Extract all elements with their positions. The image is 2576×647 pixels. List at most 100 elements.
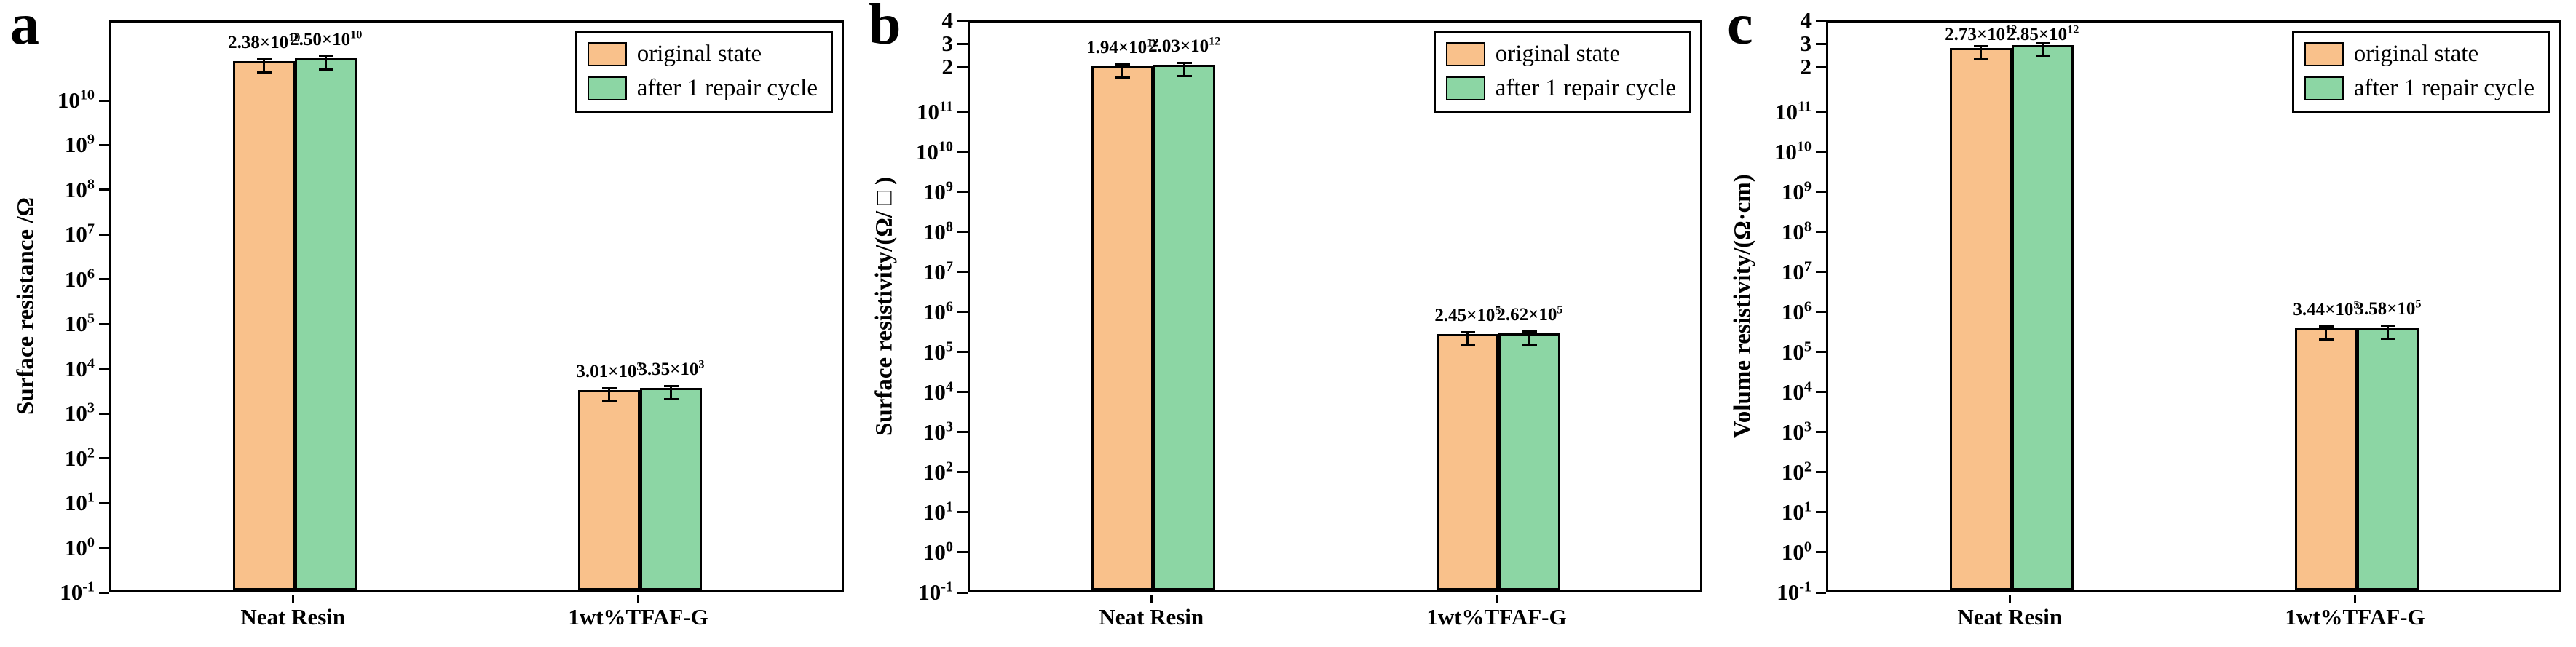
error-bar-cap (1115, 76, 1130, 79)
y-tick-mark (1816, 551, 1826, 554)
error-bar-cap (1973, 44, 1988, 47)
legend-item: original state (587, 41, 818, 68)
y-tick-mark (1816, 511, 1826, 514)
y-tick-mark (957, 431, 968, 434)
y-tick-label: 103 (1781, 418, 1812, 445)
y-tick-mark (957, 66, 968, 68)
y-tick-label: 105 (64, 310, 95, 337)
legend-swatch (1445, 42, 1485, 66)
y-tick-label: 1010 (57, 87, 95, 114)
error-bar-line (1980, 44, 1983, 60)
error-bar-line (263, 58, 266, 74)
y-tick-label: 105 (922, 338, 953, 365)
bar-original (1950, 47, 2012, 590)
error-bar-cap (1973, 57, 1988, 60)
y-tick-label: 1011 (1774, 98, 1812, 124)
y-tick-label: 100 (1781, 539, 1812, 565)
y-tick-label: 4 (1800, 7, 1812, 33)
legend-item: original state (1445, 41, 1676, 68)
y-tick-label: 104 (922, 378, 953, 405)
legend-swatch (2304, 76, 2344, 100)
y-tick-label: 109 (922, 178, 953, 205)
error-bar-cap (256, 58, 272, 61)
y-tick-label: 3 (1800, 31, 1812, 57)
panel-label-a: a (10, 0, 39, 57)
bar-value-label: 3.35×103 (638, 357, 705, 379)
error-bar-line (1528, 330, 1531, 345)
y-tick-label: 10-1 (60, 579, 95, 605)
x-category-label: 1wt%TFAF-G (2285, 604, 2425, 630)
y-tick-label: 102 (922, 459, 953, 485)
error-bar-cap (2035, 55, 2050, 58)
x-category-label: 1wt%TFAF-G (568, 604, 708, 630)
legend-swatch (2304, 42, 2344, 66)
y-tick-label: 3 (941, 31, 954, 57)
x-tick-mark (1150, 595, 1153, 603)
y-tick-mark (957, 271, 968, 274)
y-tick-label: 103 (64, 400, 95, 426)
legend-item: original state (2304, 41, 2534, 68)
y-tick-label: 107 (1781, 258, 1812, 285)
bar-repaired (1153, 64, 1216, 590)
y-tick-mark (1816, 351, 1826, 354)
chart-b: b Surface resistivity/(Ω/□) 1.94×1012 2.0… (858, 0, 1717, 647)
y-tick-label: 101 (64, 489, 95, 516)
y-tick-label: 1010 (915, 138, 953, 164)
legend-box: original state after 1 repair cycle (1433, 31, 1691, 113)
y-tick-mark (99, 457, 109, 460)
y-tick-mark (957, 111, 968, 114)
y-tick-label: 105 (1781, 338, 1812, 365)
error-bar-cap (1460, 331, 1475, 334)
x-tick-mark (1495, 595, 1498, 603)
error-bar-line (670, 384, 673, 400)
error-bar-line (2042, 42, 2044, 57)
error-bar-cap (1522, 330, 1537, 333)
legend-swatch (587, 42, 627, 66)
y-tick-label: 106 (922, 298, 953, 325)
bar-original (1437, 334, 1499, 590)
y-tick-mark (99, 501, 109, 504)
y-tick-mark (957, 351, 968, 354)
y-tick-mark (1816, 311, 1826, 314)
bar-original (2295, 328, 2358, 590)
error-bar-cap (663, 384, 679, 387)
y-tick-label: 106 (1781, 298, 1812, 325)
y-tick-label: 109 (1781, 178, 1812, 205)
legend-item-label: after 1 repair cycle (636, 75, 818, 101)
y-tick-label: 101 (922, 499, 953, 525)
bar-value-label: 2.73×1012 (1945, 23, 2018, 44)
legend-item-label: original state (1495, 41, 1621, 67)
legend-item: after 1 repair cycle (1445, 75, 1676, 102)
error-bar-line (325, 55, 328, 71)
y-tick-mark (957, 42, 968, 45)
legend-item-label: after 1 repair cycle (1495, 75, 1676, 101)
error-bar-cap (1177, 74, 1192, 77)
y-tick-label: 108 (1781, 218, 1812, 245)
legend-item-label: original state (636, 41, 762, 67)
error-bar-cap (1177, 61, 1192, 64)
y-tick-mark (1816, 271, 1826, 274)
bar-value-label: 2.85×1012 (2007, 23, 2079, 44)
error-bar-cap (256, 71, 272, 74)
y-tick-mark (957, 151, 968, 154)
y-tick-mark (99, 143, 109, 146)
x-category-label: Neat Resin (1957, 604, 2063, 630)
y-tick-mark (1816, 391, 1826, 394)
error-bar-cap (2318, 338, 2334, 341)
y-tick-mark (957, 19, 968, 22)
y-tick-mark (957, 191, 968, 194)
y-tick-mark (1816, 431, 1826, 434)
error-bar-line (1466, 331, 1469, 346)
error-bar-cap (601, 400, 617, 402)
error-bar-cap (601, 386, 617, 389)
y-tick-mark (957, 471, 968, 474)
x-tick-mark (2008, 595, 2011, 603)
y-tick-mark (1816, 231, 1826, 234)
bar-value-label: 3.01×103 (576, 360, 643, 381)
y-tick-label: 4 (941, 7, 954, 33)
legend-item-label: original state (2353, 41, 2479, 67)
bar-original (233, 61, 296, 590)
bar-value-label: 2.03×1012 (1148, 34, 1221, 56)
y-tick-mark (957, 311, 968, 314)
y-tick-label: 107 (922, 258, 953, 285)
